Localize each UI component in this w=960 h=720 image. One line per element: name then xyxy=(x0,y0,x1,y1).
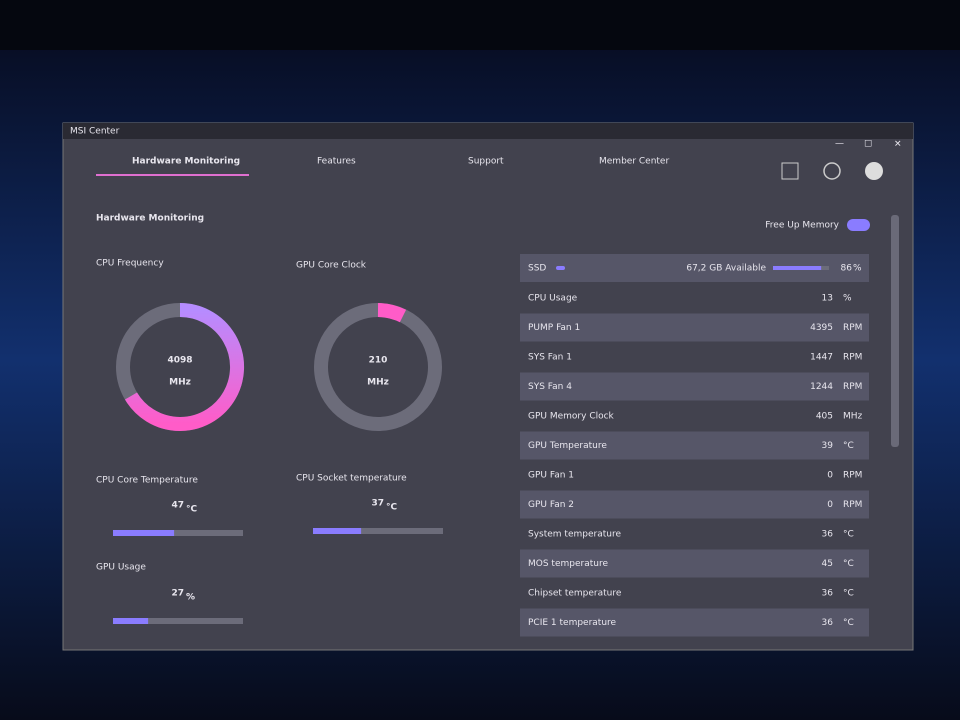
stat-name: SYS Fan 1 xyxy=(528,353,572,363)
stat-name: GPU Fan 1 xyxy=(528,471,574,481)
row-bg xyxy=(520,431,869,460)
meter-track xyxy=(113,530,243,536)
ssd-available: 67,2 GB Available xyxy=(686,264,766,274)
gauge-unit: MHz xyxy=(367,378,389,388)
tab[interactable]: Member Center xyxy=(599,157,669,167)
stat-name: GPU Memory Clock xyxy=(528,412,615,422)
ssd-fill xyxy=(773,266,822,270)
stat-name: PUMP Fan 1 xyxy=(528,323,580,333)
close[interactable]: ✕ xyxy=(894,140,902,150)
stat-name: CPU Usage xyxy=(528,294,578,304)
stat-value: 36 xyxy=(822,530,834,540)
stat-value: 45 xyxy=(822,559,833,569)
apps-icon[interactable] xyxy=(781,162,799,180)
gauge-value: 210 xyxy=(369,356,388,366)
stat-name: MOS temperature xyxy=(528,559,608,569)
gauge-label: CPU Frequency xyxy=(96,259,164,269)
maximize[interactable]: ☐ xyxy=(864,140,872,150)
minimize[interactable]: — xyxy=(835,139,844,149)
avatar[interactable] xyxy=(865,162,883,180)
stat-unit: RPM xyxy=(843,500,862,510)
meter-label: GPU Usage xyxy=(96,563,146,573)
meter-fill xyxy=(113,530,175,536)
stat-name: PCIE 1 temperature xyxy=(528,618,617,628)
stat-value: 0 xyxy=(827,500,833,510)
ssd-unit: % xyxy=(853,264,862,274)
gauge-value: 4098 xyxy=(167,356,192,366)
stat-value: 4395 xyxy=(810,323,833,333)
ssd-value: 86 xyxy=(841,264,853,274)
scrollbar xyxy=(891,215,899,447)
stat-unit: °C xyxy=(843,530,854,540)
meter-track xyxy=(313,528,443,534)
gauge-arc xyxy=(124,303,245,431)
stat-value: 1447 xyxy=(810,353,833,363)
gauge-label: GPU Core Clock xyxy=(296,261,367,271)
tab[interactable]: Hardware Monitoring xyxy=(132,157,240,167)
meter-label: CPU Core Temperature xyxy=(96,476,198,486)
stat-value: 0 xyxy=(827,471,833,481)
settings-icon[interactable] xyxy=(823,162,841,180)
meter-label: CPU Socket temperature xyxy=(296,474,407,484)
tab[interactable]: Support xyxy=(468,157,504,167)
stat-unit: °C xyxy=(843,441,854,451)
tab[interactable]: Features xyxy=(317,157,356,167)
stat-name: Chipset temperature xyxy=(528,589,622,599)
meter-value: 37 xyxy=(371,499,384,509)
stat-value: 39 xyxy=(822,441,834,451)
row-bg xyxy=(520,313,869,342)
title-bar xyxy=(63,123,913,139)
meter-track xyxy=(113,618,243,624)
stat-unit: °C xyxy=(843,559,854,569)
stat-name: GPU Temperature xyxy=(528,441,607,451)
free-memory-label: Free Up Memory xyxy=(765,221,839,231)
ssd-icon xyxy=(556,266,565,270)
gauge-unit: MHz xyxy=(169,378,191,388)
free-memory-toggle[interactable] xyxy=(847,219,870,231)
meter-unit: °C xyxy=(386,503,398,513)
row-bg xyxy=(520,372,869,401)
page-heading: Hardware Monitoring xyxy=(96,214,204,224)
ssd-label: SSD xyxy=(528,264,546,274)
window-title: MSI Center xyxy=(70,127,120,137)
meter-value: 27 xyxy=(171,589,184,599)
stat-value: 405 xyxy=(816,412,833,422)
stat-name: System temperature xyxy=(528,530,621,540)
stat-name: SYS Fan 4 xyxy=(528,382,572,392)
stat-unit: MHz xyxy=(843,412,863,422)
stat-value: 13 xyxy=(822,294,833,304)
meter-fill xyxy=(313,528,362,534)
bezel xyxy=(0,0,960,50)
stat-unit: °C xyxy=(843,589,854,599)
stat-value: 36 xyxy=(822,618,834,628)
stat-unit: °C xyxy=(843,618,854,628)
stat-name: GPU Fan 2 xyxy=(528,500,574,510)
meter-unit: % xyxy=(186,593,195,603)
stat-value: 36 xyxy=(822,589,834,599)
row-bg xyxy=(520,608,869,637)
stat-unit: RPM xyxy=(843,353,862,363)
row-bg xyxy=(520,490,869,519)
gauge-arc xyxy=(377,303,407,323)
stat-value: 1244 xyxy=(810,382,833,392)
meter-fill xyxy=(113,618,149,624)
stat-unit: RPM xyxy=(843,323,862,333)
meter-unit: °C xyxy=(186,505,198,515)
stat-unit: RPM xyxy=(843,471,862,481)
stat-unit: RPM xyxy=(843,382,862,392)
meter-value: 47 xyxy=(171,501,184,511)
stat-unit: % xyxy=(843,294,852,304)
row-bg xyxy=(520,549,869,578)
